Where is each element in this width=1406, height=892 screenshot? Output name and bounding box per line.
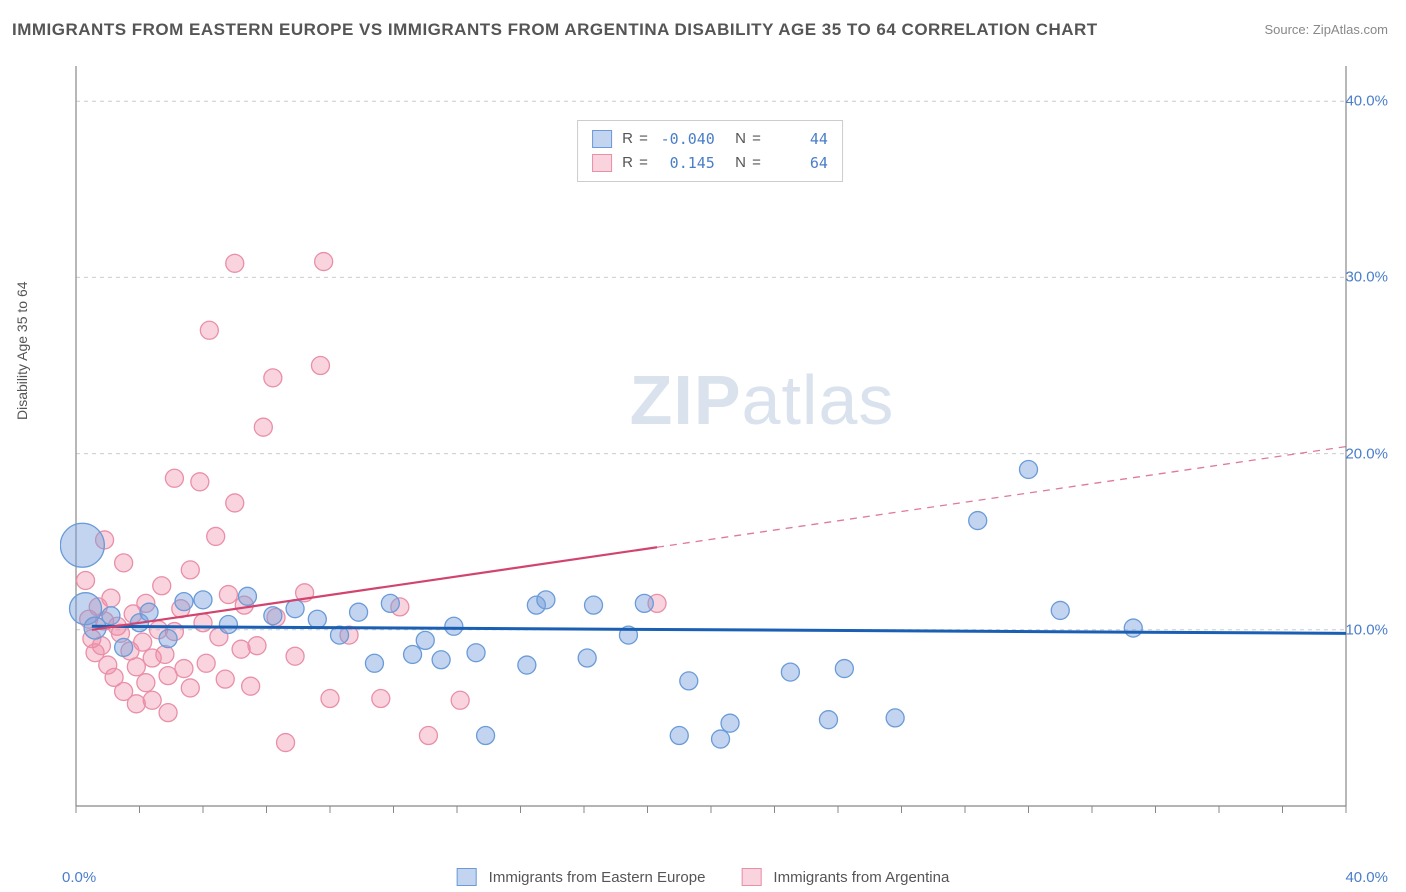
- r-label: R =: [622, 151, 649, 175]
- y-tick-label: 20.0%: [1345, 445, 1388, 462]
- legend-item-1: Immigrants from Argentina: [741, 868, 949, 886]
- r-value-series-1: 0.145: [655, 151, 715, 175]
- r-value-series-0: -0.040: [655, 127, 715, 151]
- y-tick-label: 10.0%: [1345, 621, 1388, 638]
- y-tick-label: 30.0%: [1345, 269, 1388, 286]
- x-tick-min: 0.0%: [62, 869, 96, 886]
- n-label: N =: [735, 151, 762, 175]
- legend-swatch-0: [457, 868, 477, 886]
- n-value-series-0: 44: [768, 127, 828, 151]
- n-value-series-1: 64: [768, 151, 828, 175]
- stats-legend-box: R = -0.040 N = 44 R = 0.145 N = 64: [577, 120, 843, 182]
- source-attribution: Source: ZipAtlas.com: [1264, 22, 1388, 37]
- stats-row-series-0: R = -0.040 N = 44: [592, 127, 828, 151]
- swatch-series-0: [592, 130, 612, 148]
- y-tick-label: 40.0%: [1345, 93, 1388, 110]
- x-tick-max: 40.0%: [1345, 869, 1388, 886]
- r-label: R =: [622, 127, 649, 151]
- chart-title: IMMIGRANTS FROM EASTERN EUROPE VS IMMIGR…: [12, 20, 1098, 40]
- legend-item-0: Immigrants from Eastern Europe: [457, 868, 706, 886]
- legend-swatch-1: [741, 868, 761, 886]
- swatch-series-1: [592, 154, 612, 172]
- legend-label-0: Immigrants from Eastern Europe: [489, 869, 706, 886]
- stats-row-series-1: R = 0.145 N = 64: [592, 151, 828, 175]
- n-label: N =: [735, 127, 762, 151]
- bottom-legend: Immigrants from Eastern Europe Immigrant…: [457, 868, 950, 886]
- legend-label-1: Immigrants from Argentina: [773, 869, 949, 886]
- scatter-chart: ZIPatlas R = -0.040 N = 44 R = 0.145 N =…: [60, 58, 1360, 818]
- y-axis-label: Disability Age 35 to 64: [14, 281, 30, 420]
